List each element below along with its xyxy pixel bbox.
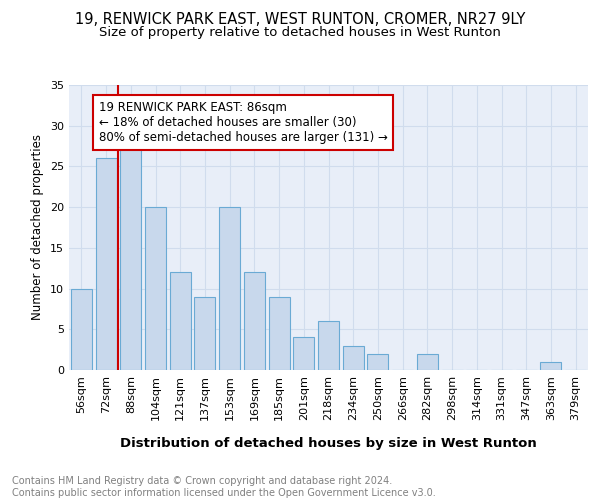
Text: Size of property relative to detached houses in West Runton: Size of property relative to detached ho…: [99, 26, 501, 39]
Bar: [170, 272, 191, 370]
Text: Distribution of detached houses by size in West Runton: Distribution of detached houses by size …: [121, 438, 537, 450]
Bar: [71, 288, 92, 370]
Bar: [120, 134, 141, 370]
Text: Contains HM Land Registry data © Crown copyright and database right 2024.
Contai: Contains HM Land Registry data © Crown c…: [12, 476, 436, 498]
Bar: [269, 296, 290, 370]
Bar: [417, 354, 438, 370]
Bar: [95, 158, 116, 370]
Bar: [145, 207, 166, 370]
Bar: [293, 338, 314, 370]
Text: 19, RENWICK PARK EAST, WEST RUNTON, CROMER, NR27 9LY: 19, RENWICK PARK EAST, WEST RUNTON, CROM…: [75, 12, 525, 28]
Bar: [194, 296, 215, 370]
Bar: [367, 354, 388, 370]
Text: 19 RENWICK PARK EAST: 86sqm
← 18% of detached houses are smaller (30)
80% of sem: 19 RENWICK PARK EAST: 86sqm ← 18% of det…: [98, 102, 388, 144]
Y-axis label: Number of detached properties: Number of detached properties: [31, 134, 44, 320]
Bar: [343, 346, 364, 370]
Bar: [244, 272, 265, 370]
Bar: [541, 362, 562, 370]
Bar: [318, 321, 339, 370]
Bar: [219, 207, 240, 370]
